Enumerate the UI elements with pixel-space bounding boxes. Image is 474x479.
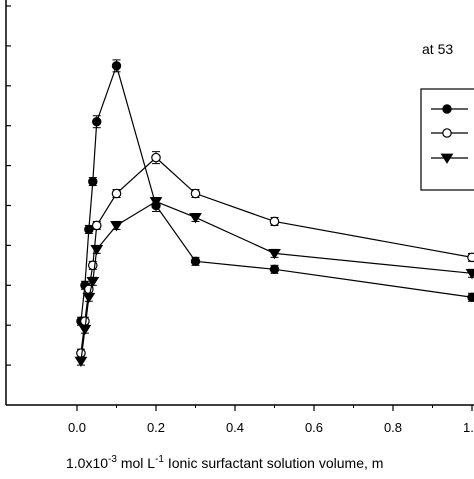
- x-tick-label-3: 0.6: [305, 420, 323, 435]
- x-tick-label-5: 1.: [463, 420, 474, 435]
- series-1-point-4: [93, 221, 101, 229]
- series-0-point-5: [112, 62, 120, 70]
- series-1-point-1: [81, 317, 89, 325]
- series-1-point-8: [270, 217, 278, 225]
- legend-marker-1: [443, 129, 451, 137]
- legend-box: [421, 89, 474, 190]
- series-1-point-0: [77, 349, 85, 357]
- legend: [421, 89, 474, 190]
- x-tick-label-4: 0.8: [384, 420, 402, 435]
- series-0-point-7: [191, 257, 199, 265]
- series-0-point-8: [270, 265, 278, 273]
- series-0-point-4: [93, 118, 101, 126]
- x-tick-label-1: 0.2: [147, 420, 165, 435]
- x-tick-label-0: 0.0: [68, 420, 86, 435]
- legend-marker-0: [443, 105, 451, 113]
- series-1-point-5: [112, 189, 120, 197]
- series-0-point-2: [85, 225, 93, 233]
- annotation-text: at 53: [422, 41, 453, 57]
- series-1-point-6: [152, 153, 160, 161]
- x-tick-label-2: 0.4: [226, 420, 244, 435]
- series-1-point-9: [468, 253, 474, 261]
- series-1-point-7: [191, 189, 199, 197]
- series-0-point-3: [89, 177, 97, 185]
- series-0-point-9: [468, 293, 474, 301]
